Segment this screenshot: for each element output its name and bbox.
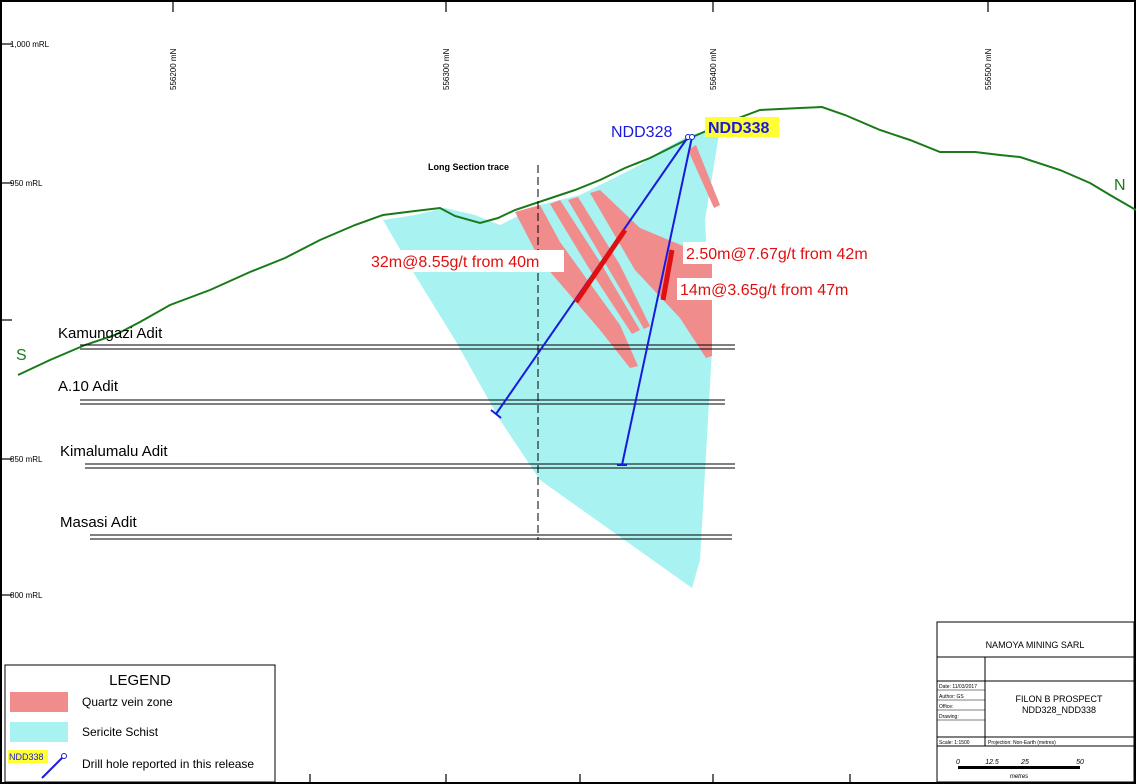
title-block: NAMOYA MINING SARL FILON B PROSPECT NDD3… xyxy=(936,621,1135,783)
scale-bar-label-25: 25 xyxy=(1020,759,1029,766)
south-label: S xyxy=(16,347,27,364)
legend-swatch-quartz xyxy=(10,692,68,712)
title-date: Date: 11/03/2017 xyxy=(939,684,977,690)
quartz-vein-5 xyxy=(688,145,720,208)
scale-bar-label-50: 50 xyxy=(1076,759,1084,766)
north-label: N xyxy=(1114,177,1126,194)
adit-label-kamungazi: Kamungazi Adit xyxy=(58,325,163,342)
title-holes: NDD328_NDD338 xyxy=(1022,705,1096,715)
quartz-vein-3 xyxy=(568,197,650,329)
adit-label-a10: A.10 Adit xyxy=(58,378,119,395)
rl-label-800: 800 mRL xyxy=(10,591,43,600)
rl-label-1000: 1,000 mRL xyxy=(10,40,50,49)
quartz-vein-2 xyxy=(550,200,640,334)
legend-title: LEGEND xyxy=(109,672,171,689)
legend-drill-tag-bg xyxy=(8,750,48,763)
title-scale: Scale: 1:1500 xyxy=(939,740,970,746)
intercepts xyxy=(573,228,675,304)
scale-bar xyxy=(958,766,1080,769)
title-projection: Projection: Non-Earth (metres) xyxy=(988,740,1056,746)
mn-label-556200: 556200 mN xyxy=(169,48,178,90)
long-section-trace-label: Long Section trace xyxy=(428,162,509,172)
mn-label-556500: 556500 mN xyxy=(984,48,993,90)
intercept-label-bg-1 xyxy=(368,250,564,272)
quartz-vein-4 xyxy=(590,190,712,358)
legend-label-sericite: Sericite Schist xyxy=(82,725,159,739)
mn-label-556300: 556300 mN xyxy=(442,48,451,90)
title-company: NAMOYA MINING SARL xyxy=(986,640,1085,650)
title-drawing: Drawing: xyxy=(939,714,959,720)
legend: LEGEND Quartz vein zone Sericite Schist … xyxy=(4,664,276,783)
rl-label-850: 850 mRL xyxy=(10,455,43,464)
topography-line xyxy=(17,105,1136,376)
drill-hole-ndd328-end xyxy=(490,409,502,419)
drill-hole-ndd338 xyxy=(621,136,693,466)
legend-drill-collar xyxy=(61,753,67,759)
hole-label-ndd338: NDD338 xyxy=(708,120,769,137)
adit-label-masasi: Masasi Adit xyxy=(60,514,138,531)
title-project: FILON B PROSPECT xyxy=(1015,694,1103,704)
legend-label-drill: Drill hole reported in this release xyxy=(82,757,254,771)
adit-label-kimalumalu: Kimalumalu Adit xyxy=(60,443,168,460)
rl-label-950: 950 mRL xyxy=(10,179,43,188)
intercept-label-ndd328: 32m@8.55g/t from 40m xyxy=(371,254,539,271)
quartz-vein-zones xyxy=(515,145,720,368)
title-block-box xyxy=(936,621,1135,783)
legend-swatch-sericite xyxy=(10,722,68,742)
hole-label-ndd328: NDD328 xyxy=(611,124,672,141)
legend-drill-symbol xyxy=(41,756,64,779)
intercept-ndd338 xyxy=(660,249,675,301)
legend-label-quartz: Quartz vein zone xyxy=(82,695,173,709)
hole-label-ndd338-highlight xyxy=(705,117,779,137)
mn-label-556400: 556400 mN xyxy=(709,48,718,90)
scale-bar-label-12-5: 12.5 xyxy=(985,759,999,766)
quartz-vein-1 xyxy=(515,205,638,368)
collar-ndd338 xyxy=(689,134,695,140)
intercept-label-ndd338-a: 2.50m@7.67g/t from 42m xyxy=(686,246,868,263)
legend-drill-tag: NDD338 xyxy=(9,752,44,762)
intercept-label-ndd338-b: 14m@3.65g/t from 47m xyxy=(680,282,848,299)
scale-bar-label-0: 0 xyxy=(956,759,960,766)
title-office: Office: xyxy=(939,704,953,710)
intercept-label-bg-2 xyxy=(683,242,905,264)
intercept-ndd328 xyxy=(573,228,628,304)
scale-bar-unit: metres xyxy=(1010,774,1028,780)
intercept-label-bg-3 xyxy=(677,278,882,300)
title-author: Author: GS xyxy=(939,694,964,700)
